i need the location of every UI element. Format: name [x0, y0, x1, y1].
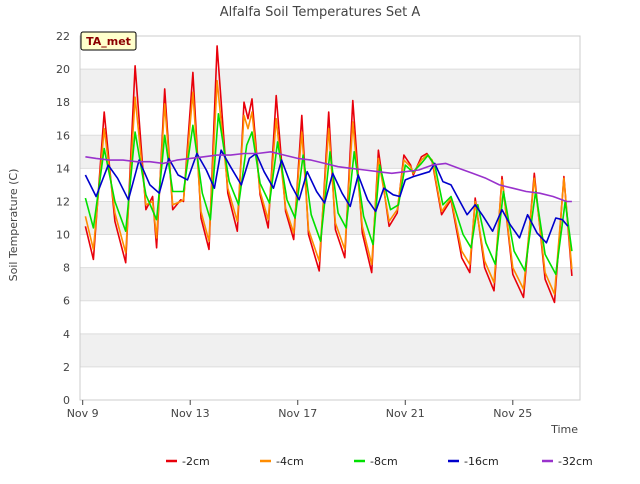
y-tick-label: 22	[56, 30, 70, 43]
series-line-minus-32cm	[85, 151, 572, 203]
grid-band	[80, 234, 580, 268]
x-axis-ticks: Nov 9 Nov 13 Nov 17 Nov 21 Nov 25	[67, 400, 532, 420]
y-axis-ticks: 0 2 4 6 8 10 12 14 16 18 20 22	[56, 30, 70, 407]
y-tick-label: 6	[63, 295, 70, 308]
y-tick-label: 0	[63, 394, 70, 407]
legend-label: -16cm	[464, 455, 499, 468]
y-tick-label: 18	[56, 96, 70, 109]
grid-band	[80, 300, 580, 334]
x-axis-label: Time	[550, 423, 578, 436]
y-tick-label: 4	[63, 328, 70, 341]
x-tick-label: Nov 25	[493, 407, 532, 420]
legend-label: -32cm	[558, 455, 593, 468]
x-tick-label: Nov 17	[278, 407, 317, 420]
legend: -2cm -4cm -8cm -16cm -32cm	[166, 455, 593, 468]
y-tick-label: 2	[63, 361, 70, 374]
y-tick-label: 10	[56, 229, 70, 242]
chart-title: Alfalfa Soil Temperatures Set A	[220, 5, 421, 20]
site-badge-box	[80, 31, 137, 51]
legend-label: -2cm	[182, 455, 210, 468]
x-tick-label: Nov 21	[386, 407, 425, 420]
x-tick-label: Nov 13	[171, 407, 210, 420]
series-line-minus-16cm	[84, 149, 569, 244]
grid-band	[80, 201, 580, 235]
x-tick-label: Nov 9	[67, 407, 99, 420]
y-tick-label: 8	[63, 262, 70, 275]
legend-label: -4cm	[276, 455, 304, 468]
grid-band	[80, 333, 580, 367]
grid-band	[80, 267, 580, 301]
site-badge: TA_met	[80, 31, 137, 51]
y-tick-label: 16	[56, 129, 70, 142]
legend-label: -8cm	[370, 455, 398, 468]
y-axis-label: Soil Temperature (C)	[7, 169, 20, 282]
series-lines	[84, 45, 573, 304]
series-line-minus-8cm	[84, 113, 573, 276]
plot-frame	[79, 35, 581, 401]
y-tick-label: 14	[56, 162, 70, 175]
grid-band	[80, 69, 580, 103]
site-badge-label: TA_met	[86, 35, 131, 48]
grid-band	[80, 36, 580, 70]
y-tick-label: 12	[56, 195, 70, 208]
y-tick-label: 20	[56, 63, 70, 76]
grid-band	[80, 366, 580, 400]
